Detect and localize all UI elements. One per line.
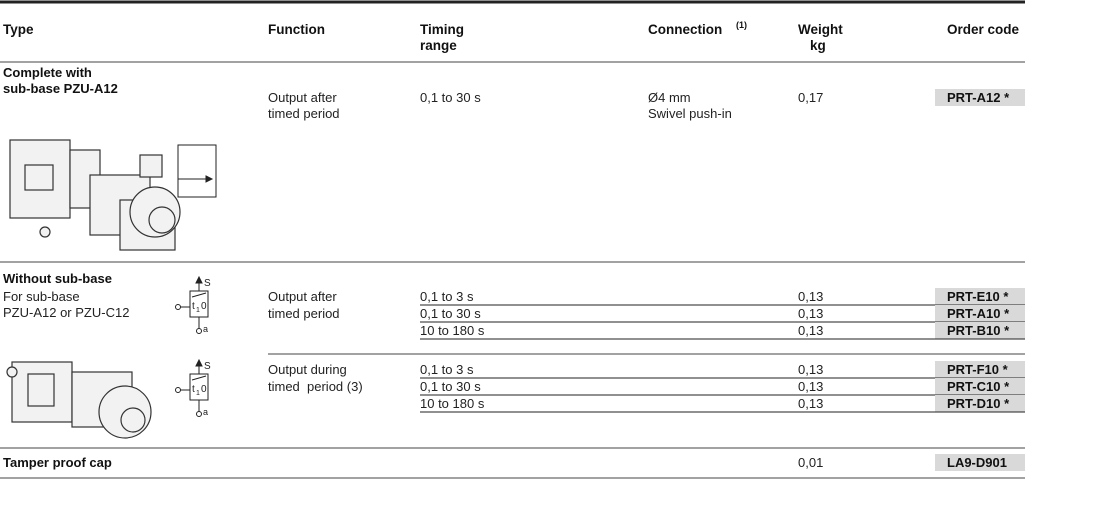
symbol-contact xyxy=(191,375,207,381)
column-header: Connection xyxy=(648,22,722,37)
weight: 0,13 xyxy=(798,289,823,304)
symbol-arrow xyxy=(195,275,203,284)
function: Output during xyxy=(268,362,347,377)
order-code: LA9-D901 xyxy=(947,455,1007,470)
timing-range: 0,1 to 30 s xyxy=(420,90,481,105)
order-code: PRT-C10 * xyxy=(947,379,1010,394)
function: Output after xyxy=(268,289,337,304)
column-header: Weight xyxy=(798,22,843,37)
section-title: Complete with xyxy=(3,65,92,80)
order-code-cell xyxy=(935,322,1025,339)
function: Output after xyxy=(268,90,337,105)
weight: 0,13 xyxy=(798,396,823,411)
product-image-1 xyxy=(9,139,181,251)
order-code: PRT-F10 * xyxy=(947,362,1009,377)
timing-range: 0,1 to 30 s xyxy=(420,306,481,321)
order-code-cell xyxy=(935,288,1025,305)
section-title: sub-base PZU-A12 xyxy=(3,81,118,96)
symbol-label: t xyxy=(192,301,195,312)
timing-range: 0,1 to 30 s xyxy=(420,379,481,394)
weight: 0,13 xyxy=(798,323,823,338)
column-header: Type xyxy=(3,22,34,37)
symbol-terminal xyxy=(196,411,202,417)
symbol-label: t xyxy=(192,384,195,395)
weight: 0,13 xyxy=(798,306,823,321)
connection: Swivel push-in xyxy=(648,106,732,121)
weight: 0,13 xyxy=(798,362,823,377)
symbol-label: 0 xyxy=(201,301,207,312)
timing-range: 0,1 to 3 s xyxy=(420,362,474,377)
column-header: kg xyxy=(810,38,826,53)
column-note: (1) xyxy=(736,20,747,30)
symbol-terminal xyxy=(196,328,202,334)
section-subtitle: For sub-base xyxy=(3,289,80,304)
order-code: PRT-D10 * xyxy=(947,396,1010,411)
weight: 0,01 xyxy=(798,455,823,470)
timing-range: 0,1 to 3 s xyxy=(420,289,474,304)
column-header: Timing xyxy=(420,22,464,37)
order-code: PRT-A10 * xyxy=(947,306,1010,321)
connection: Ø4 mm xyxy=(648,90,691,105)
symbol-terminal xyxy=(175,304,181,310)
timing-range: 10 to 180 s xyxy=(420,396,485,411)
order-code: PRT-B10 * xyxy=(947,323,1010,338)
timer-symbol: St 1 0 a xyxy=(175,275,211,334)
product-image-2 xyxy=(6,361,152,439)
symbol-contact xyxy=(191,292,207,298)
function-symbol xyxy=(177,144,217,198)
symbol-label: a xyxy=(203,407,208,417)
symbol-arrow xyxy=(195,358,203,367)
symbol-label: S xyxy=(204,361,211,372)
order-code: PRT-A12 * xyxy=(947,90,1010,105)
order-code-cell xyxy=(935,454,1025,471)
section-title: Without sub-base xyxy=(3,271,112,286)
order-code: PRT-E10 * xyxy=(947,289,1009,304)
symbol-label: 1 xyxy=(196,390,200,397)
column-header: Order code xyxy=(947,22,1020,37)
weight: 0,13 xyxy=(798,379,823,394)
symbol-label: 0 xyxy=(201,384,207,395)
column-header: range xyxy=(420,38,457,53)
symbol-terminal xyxy=(175,387,181,393)
symbol-label: a xyxy=(203,324,208,334)
symbol-label: 1 xyxy=(196,307,200,314)
function: timed period xyxy=(268,106,340,121)
order-code-cell xyxy=(935,361,1025,378)
weight: 0,17 xyxy=(798,90,823,105)
section-subtitle: PZU-A12 or PZU-C12 xyxy=(3,305,129,320)
symbol-label: S xyxy=(204,278,211,289)
function: timed period xyxy=(268,306,340,321)
section-title: Tamper proof cap xyxy=(3,455,112,470)
function: timed period (3) xyxy=(268,379,363,394)
column-header: Function xyxy=(268,22,325,37)
order-code-cell xyxy=(935,378,1025,395)
timer-symbol: St 1 0 a xyxy=(175,358,211,417)
order-code-cell xyxy=(935,89,1025,106)
order-code-cell xyxy=(935,395,1025,412)
timing-range: 10 to 180 s xyxy=(420,323,485,338)
order-code-cell xyxy=(935,305,1025,322)
